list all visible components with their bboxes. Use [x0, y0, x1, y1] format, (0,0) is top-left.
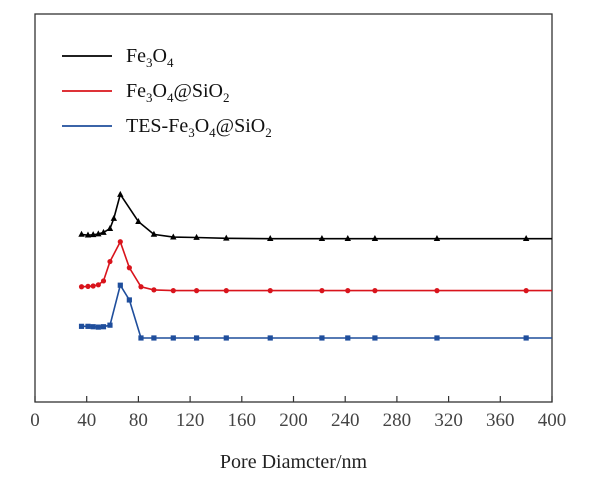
x-axis-title: Pore Diamcter/nm	[220, 451, 368, 473]
data-point	[78, 323, 85, 329]
data-point	[193, 233, 200, 240]
data-point	[170, 233, 177, 240]
data-point	[95, 230, 102, 237]
data-point	[267, 335, 273, 341]
x-tick-label: 160	[228, 410, 257, 431]
legend-label: Fe3O4@SiO2	[126, 80, 230, 105]
data-point	[90, 324, 96, 330]
data-point	[78, 230, 85, 237]
data-point	[523, 288, 529, 294]
data-point	[345, 288, 351, 294]
data-point	[78, 284, 85, 290]
data-point	[223, 288, 229, 294]
data-point	[433, 235, 441, 242]
data-point	[100, 278, 107, 284]
x-tick-label: 240	[331, 410, 360, 431]
data-point	[138, 335, 144, 341]
data-point	[126, 265, 132, 271]
data-point	[319, 288, 325, 294]
data-point	[100, 228, 107, 235]
legend: Fe3O4 Fe3O4@SiO2 TES-Fe3O4@SiO2	[62, 45, 272, 140]
data-point	[135, 217, 142, 224]
data-point	[107, 322, 113, 328]
data-point	[170, 288, 176, 294]
data-point	[100, 324, 107, 330]
x-tick-label: 280	[383, 410, 412, 431]
x-tick-label: 320	[434, 410, 463, 431]
data-point	[319, 335, 325, 341]
data-point	[522, 235, 530, 242]
data-point	[434, 335, 440, 341]
legend-label: TES-Fe3O4@SiO2	[126, 115, 272, 140]
data-point	[95, 282, 101, 288]
data-point	[223, 234, 230, 241]
data-point	[345, 335, 351, 341]
data-point	[107, 258, 113, 265]
legend-label: Fe3O4	[126, 45, 174, 70]
data-point	[126, 297, 132, 303]
data-point	[90, 283, 96, 289]
data-point	[318, 235, 326, 242]
x-tick-label: 0	[30, 410, 40, 431]
series-layer	[78, 190, 552, 341]
x-tick-label: 120	[176, 410, 205, 431]
x-tick-label: 80	[129, 410, 148, 431]
data-point	[85, 283, 91, 289]
data-point	[138, 284, 144, 290]
data-point	[117, 282, 123, 288]
x-tick-label: 360	[486, 410, 515, 431]
x-tick-label: 40	[77, 410, 96, 431]
data-point	[89, 231, 97, 238]
data-point	[193, 335, 200, 341]
data-point	[371, 235, 379, 242]
data-point	[267, 235, 274, 242]
data-point	[150, 230, 158, 237]
series-1	[78, 239, 552, 294]
series-2	[78, 282, 552, 341]
data-point	[223, 335, 229, 341]
data-point	[151, 335, 157, 341]
data-point	[151, 287, 157, 293]
data-point	[117, 239, 123, 245]
data-point	[117, 190, 124, 197]
data-point	[267, 288, 273, 294]
x-axis: 0 40 80 120 160 200 240 280 320 360 400	[30, 396, 566, 431]
data-point	[84, 231, 92, 238]
data-point	[193, 288, 200, 294]
data-point	[344, 235, 351, 242]
x-tick-label: 400	[538, 410, 567, 431]
data-point	[95, 324, 101, 330]
data-point	[170, 335, 176, 341]
data-point	[372, 288, 378, 294]
plot-area-frame	[34, 13, 553, 403]
data-point	[85, 323, 91, 329]
x-tick-label: 200	[279, 410, 308, 431]
data-point	[372, 335, 378, 341]
data-point	[110, 214, 118, 221]
data-point	[434, 288, 440, 294]
data-point	[523, 335, 529, 341]
series-0	[78, 190, 552, 242]
data-point	[106, 224, 114, 231]
